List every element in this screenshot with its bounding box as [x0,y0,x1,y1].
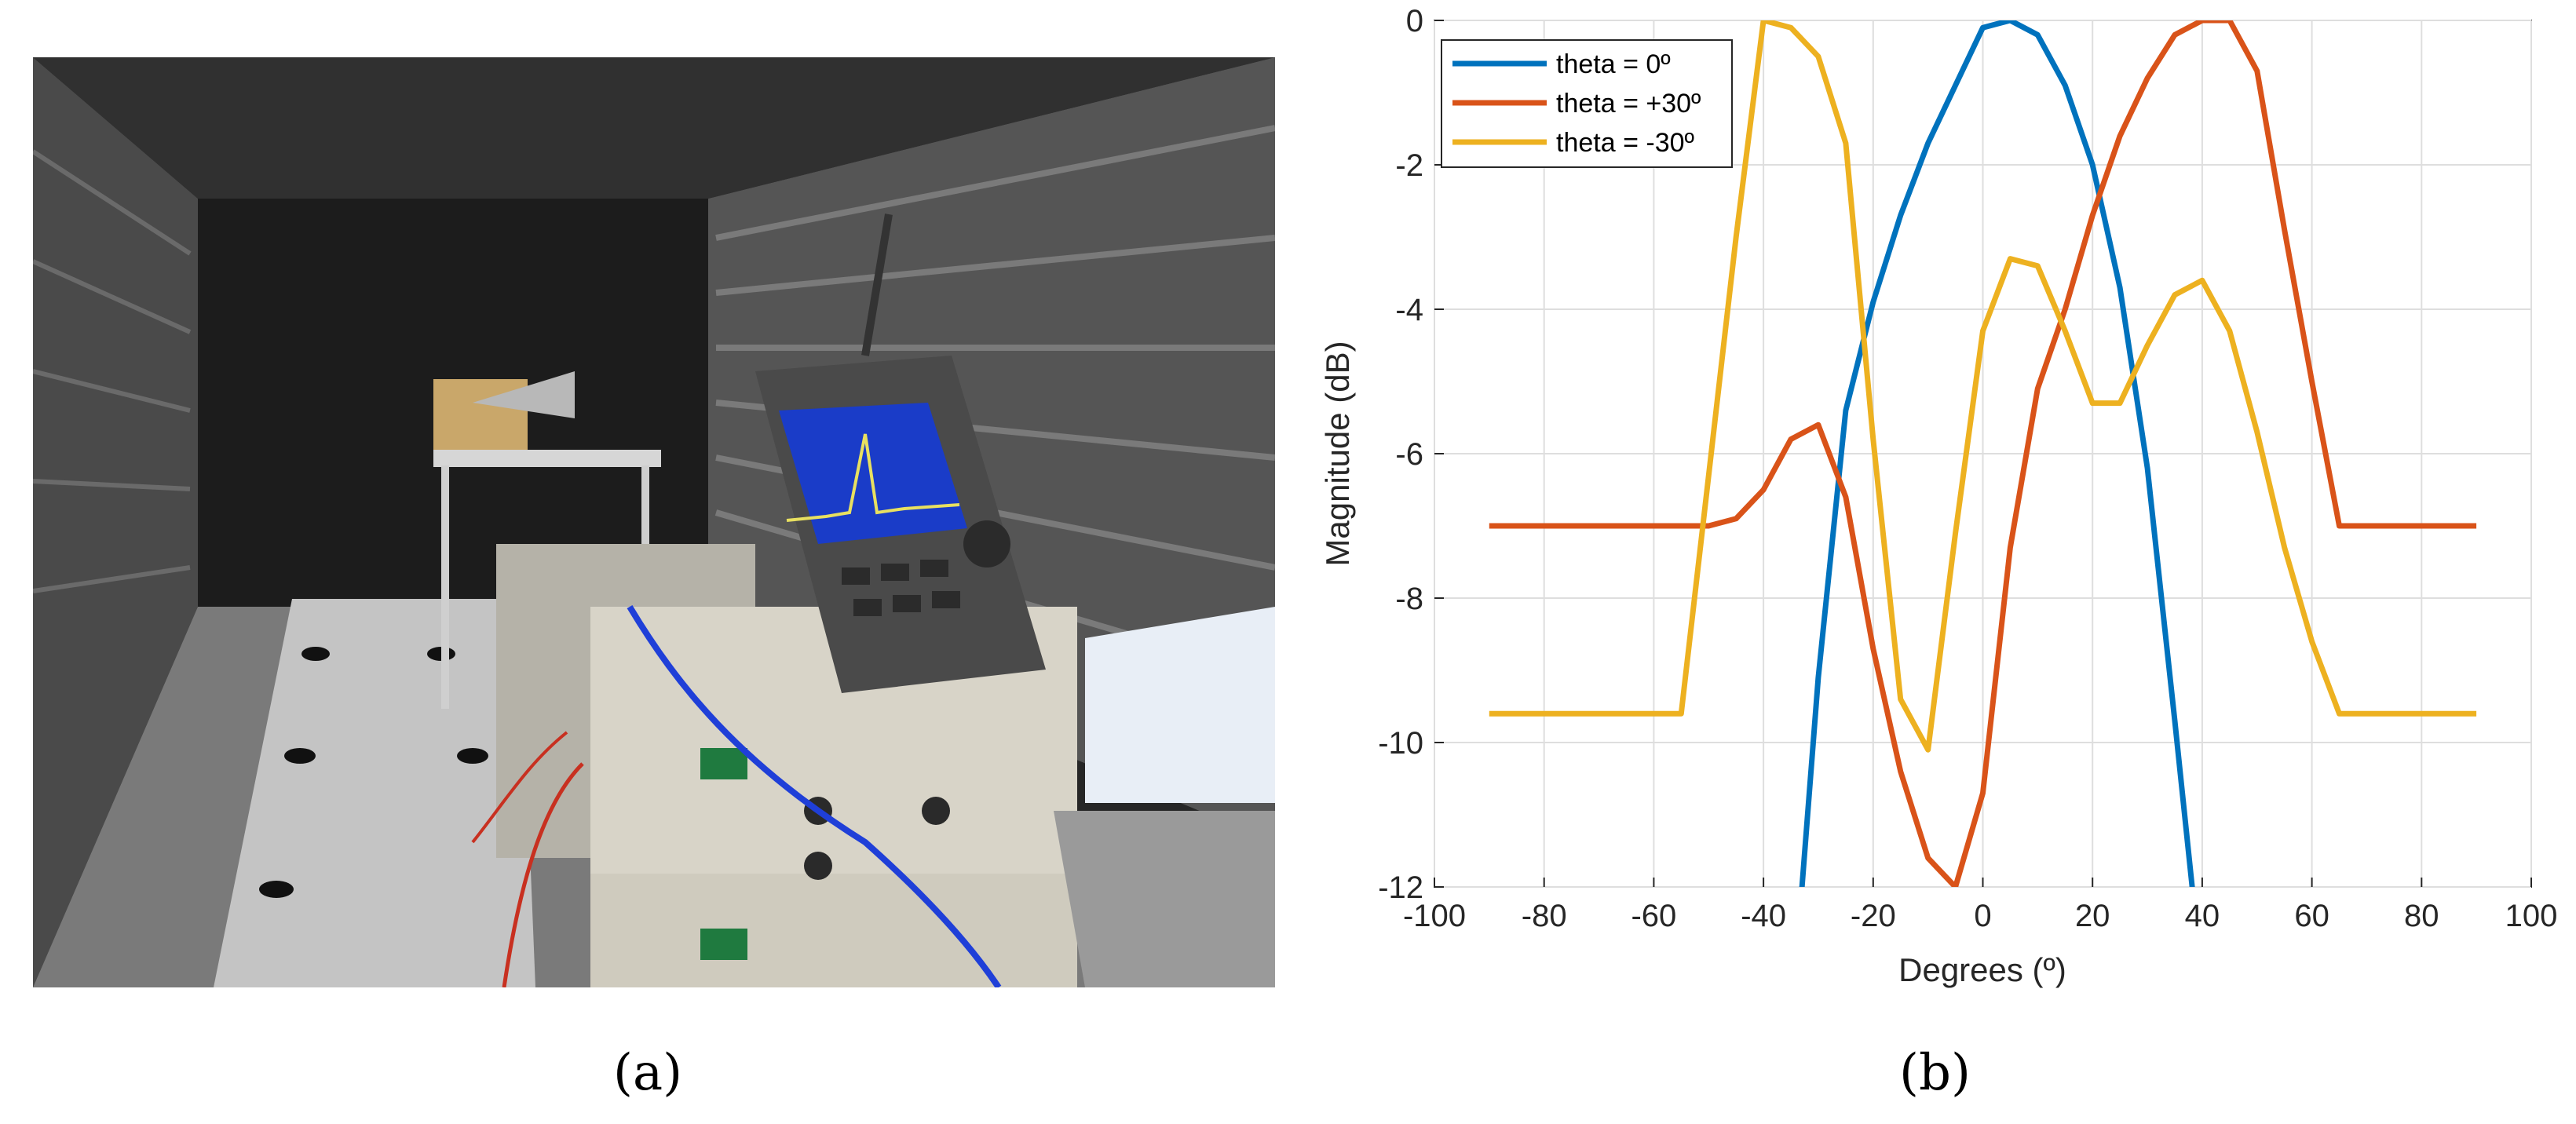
y-tick-label: 0 [1406,4,1423,38]
x-tick-label: 40 [2185,899,2220,933]
x-tick-label: -80 [1522,899,1567,933]
x-tick-label: 60 [2294,899,2329,933]
caption-a: (a) [613,1044,683,1102]
y-tick-label: -2 [1395,148,1423,183]
instrument-case-bottom [590,874,1077,987]
x-tick-label: -20 [1851,899,1896,933]
caption-b: (b) [1899,1044,1971,1102]
absorber-wall-left [33,57,198,987]
x-tick-label: 0 [1974,899,1991,933]
laptop-screen [1085,607,1275,803]
y-tick-label: -8 [1395,582,1423,616]
legend-label: theta = -30º [1556,128,1694,158]
x-axis-label: Degrees (º) [1898,951,2066,988]
x-tick-label: -100 [1403,899,1466,933]
floor-walkway [214,599,535,987]
series-line-2 [1489,20,2477,887]
legend-label: theta = 0º [1556,49,1671,79]
y-tick-label: -6 [1395,437,1423,472]
anechoic-chamber-photo [33,57,1275,987]
x-tick-label: -40 [1741,899,1786,933]
y-axis-label: Magnitude (dB) [1319,341,1356,566]
spectrum-analyzer [755,213,1046,693]
y-tick-label: -10 [1378,726,1423,761]
y-tick-label: -4 [1395,293,1423,327]
x-tick-label: 20 [2075,899,2110,933]
legend: theta = 0º theta = +30º theta = -30º [1441,39,1733,168]
series-line-3 [1489,20,2477,753]
x-tick-label: -60 [1631,899,1676,933]
y-tick-label: -12 [1378,870,1423,905]
legend-label: theta = +30º [1556,89,1701,119]
x-tick-label: 100 [2505,899,2558,933]
x-tick-label: 80 [2404,899,2439,933]
